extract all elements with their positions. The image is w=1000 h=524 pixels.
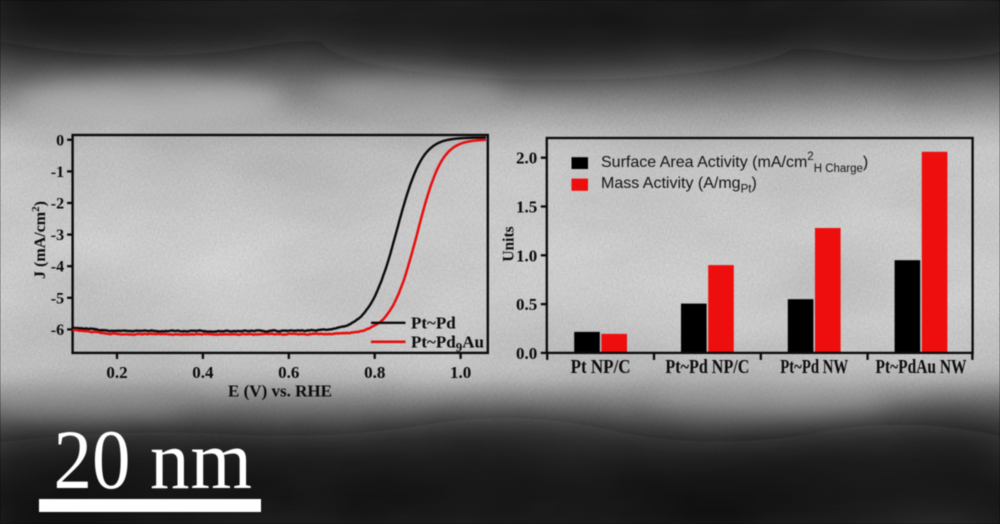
- svg-text:0.2: 0.2: [106, 363, 127, 382]
- svg-text:20: 20: [54, 414, 131, 507]
- svg-text:0: 0: [56, 132, 64, 149]
- svg-text:Pt~Pd NW: Pt~Pd NW: [780, 356, 848, 378]
- svg-text:Pt~Pd NP/C: Pt~Pd NP/C: [665, 356, 749, 378]
- svg-text:-2: -2: [51, 196, 64, 213]
- svg-text:nm: nm: [150, 413, 253, 507]
- svg-text:0.5: 0.5: [516, 295, 537, 314]
- svg-text:1.0: 1.0: [516, 246, 537, 265]
- svg-text:E (V) vs. RHE: E (V) vs. RHE: [228, 382, 332, 401]
- svg-text:0.8: 0.8: [364, 363, 385, 382]
- svg-text:Mass Activity (A/mgPt): Mass Activity (A/mgPt): [601, 175, 757, 196]
- svg-text:2.0: 2.0: [516, 149, 537, 168]
- svg-text:-3: -3: [51, 227, 64, 244]
- svg-text:Units: Units: [501, 226, 518, 261]
- svg-text:1.0: 1.0: [450, 363, 471, 382]
- svg-text:-6: -6: [51, 322, 64, 339]
- svg-text:-1: -1: [51, 164, 64, 181]
- svg-text:-4: -4: [51, 259, 64, 276]
- svg-text:Pt~Pd: Pt~Pd: [411, 314, 456, 333]
- svg-text:-5: -5: [51, 290, 64, 307]
- svg-text:1.5: 1.5: [516, 198, 537, 217]
- svg-text:0.6: 0.6: [278, 363, 299, 382]
- svg-text:0.4: 0.4: [192, 363, 214, 382]
- svg-text:Pt NP/C: Pt NP/C: [571, 356, 631, 378]
- svg-text:Pt~Pd9Au: Pt~Pd9Au: [411, 333, 484, 355]
- svg-text:Pt~PdAu NW: Pt~PdAu NW: [876, 356, 967, 378]
- svg-text:0.0: 0.0: [516, 344, 537, 363]
- svg-text:J (mA/cm2): J (mA/cm2): [30, 201, 49, 279]
